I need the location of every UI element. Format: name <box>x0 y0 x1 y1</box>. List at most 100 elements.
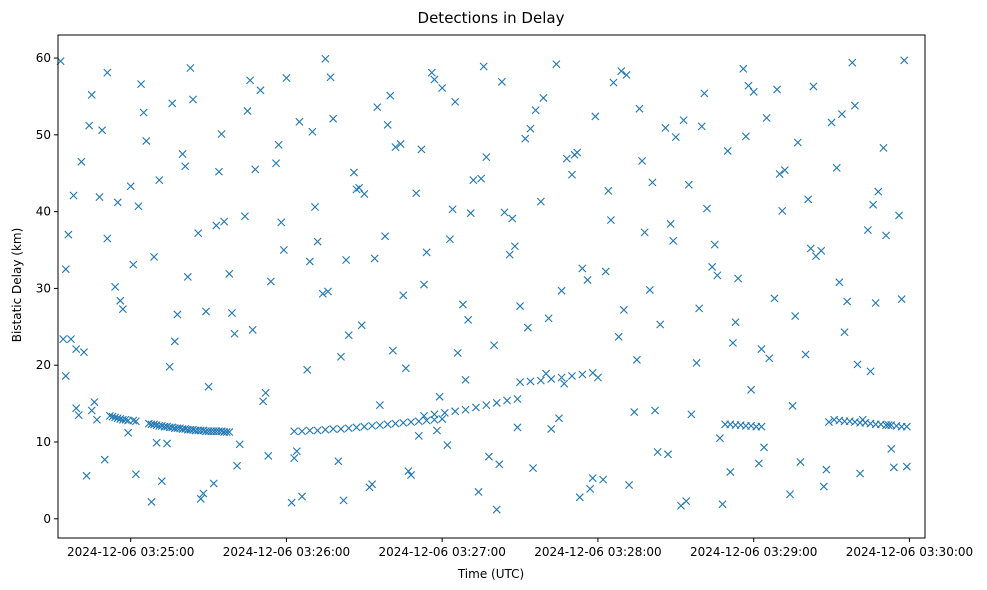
data-point <box>451 97 460 106</box>
data-point <box>391 143 400 152</box>
data-point <box>661 123 670 132</box>
data-point <box>69 191 78 200</box>
data-point <box>79 348 88 357</box>
data-point <box>882 231 891 240</box>
data-point <box>848 58 857 67</box>
data-point <box>741 132 750 141</box>
data-point <box>152 438 161 447</box>
y-tick-label: 10 <box>36 435 51 449</box>
x-tick-label: 2024-12-06 03:27:00 <box>378 545 505 559</box>
data-point <box>344 331 353 340</box>
data-point <box>438 414 447 423</box>
data-point <box>469 176 478 185</box>
data-point <box>183 272 192 281</box>
data-point <box>165 362 174 371</box>
data-point <box>313 426 322 435</box>
data-point <box>744 81 753 90</box>
data-point <box>593 373 602 382</box>
data-point <box>407 418 416 427</box>
data-point <box>513 423 522 432</box>
data-point <box>466 209 475 218</box>
data-point <box>591 112 600 121</box>
data-point <box>113 198 122 207</box>
data-point <box>420 411 428 420</box>
data-point <box>274 140 283 149</box>
data-point <box>150 420 159 429</box>
data-point <box>214 167 223 176</box>
data-point <box>853 360 862 369</box>
data-point <box>339 496 348 505</box>
data-point <box>277 218 286 227</box>
data-point <box>791 312 800 321</box>
data-point <box>895 211 904 220</box>
data-point <box>142 136 151 145</box>
data-point <box>116 296 125 305</box>
data-point <box>220 217 229 226</box>
data-point <box>809 82 818 91</box>
data-point <box>134 202 143 211</box>
data-point <box>583 275 592 284</box>
data-point <box>539 93 548 102</box>
data-point <box>150 252 159 261</box>
data-point <box>682 497 691 506</box>
data-point <box>90 398 99 407</box>
data-point <box>458 300 467 309</box>
data-point <box>334 457 343 466</box>
x-tick-label: 2024-12-06 03:29:00 <box>690 545 817 559</box>
data-point <box>461 375 470 384</box>
data-point <box>902 422 911 431</box>
data-point <box>461 405 470 414</box>
data-point <box>656 320 665 329</box>
data-point <box>295 117 304 126</box>
data-point <box>230 329 239 338</box>
y-axis-label: Bistatic Delay (km) <box>10 228 24 343</box>
data-point <box>617 67 626 76</box>
data-point <box>259 397 268 406</box>
data-point <box>614 332 623 341</box>
data-point <box>113 414 122 423</box>
data-point <box>887 444 896 453</box>
data-point <box>308 127 317 136</box>
data-point <box>715 434 724 443</box>
data-point <box>804 195 813 204</box>
data-point <box>599 475 608 484</box>
data-point <box>82 471 91 480</box>
data-point <box>163 439 172 448</box>
data-point <box>679 116 688 125</box>
data-point <box>669 236 678 245</box>
data-point <box>567 371 576 380</box>
data-point <box>578 264 587 273</box>
data-point <box>451 407 460 416</box>
data-point <box>760 443 769 452</box>
data-point <box>780 166 789 175</box>
x-tick-label: 2024-12-06 03:26:00 <box>223 545 350 559</box>
data-point <box>897 295 906 304</box>
data-point <box>671 133 680 142</box>
data-point <box>555 414 563 423</box>
data-point <box>606 216 615 225</box>
data-point <box>529 464 538 473</box>
data-point <box>448 205 457 214</box>
data-point <box>505 250 514 259</box>
data-point <box>710 240 719 249</box>
data-point <box>243 107 252 116</box>
data-point <box>474 487 483 496</box>
data-point <box>61 265 70 274</box>
data-point <box>850 101 859 110</box>
plot-frame <box>57 34 926 539</box>
x-axis-label: Time (UTC) <box>457 567 524 581</box>
data-point <box>526 124 535 133</box>
data-point <box>490 341 499 350</box>
data-point <box>510 242 519 251</box>
data-point <box>131 470 140 479</box>
chart-title: Detections in Delay <box>418 9 565 27</box>
data-point <box>85 121 94 130</box>
data-point <box>326 73 335 82</box>
data-point <box>788 401 797 410</box>
data-point <box>303 365 312 374</box>
data-point <box>279 246 288 255</box>
data-point <box>290 427 299 436</box>
data-point <box>313 237 322 246</box>
x-tick-label: 2024-12-06 03:28:00 <box>534 545 661 559</box>
